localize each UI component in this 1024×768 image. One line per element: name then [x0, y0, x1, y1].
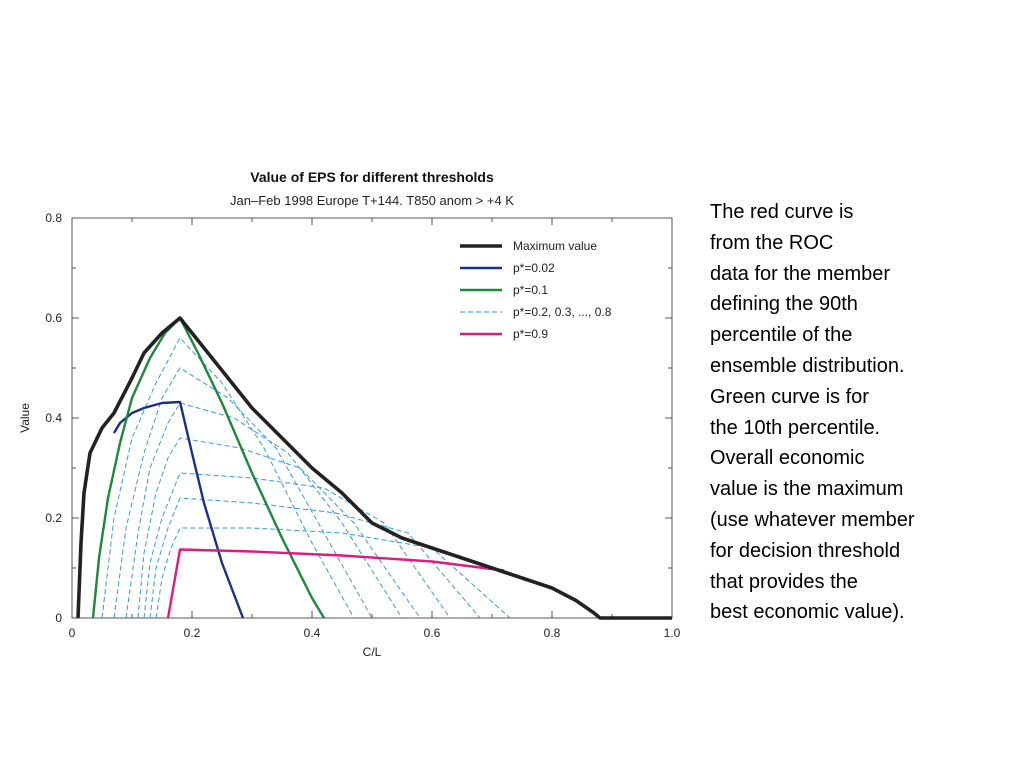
x-tick-label: 0.8 [544, 626, 561, 640]
note-line: value is the maximum [710, 478, 904, 501]
y-tick-label: 0.4 [45, 411, 62, 425]
series-line-maximum-value [76, 316, 672, 620]
series-line-p-0-2-0-3-0-8 [125, 402, 403, 619]
legend-label: p*=0.1 [513, 283, 548, 297]
value-chart: Value of EPS for different thresholds Ja… [18, 169, 681, 659]
x-tick-label: 0.2 [184, 626, 201, 640]
x-tick-label: 0.6 [424, 626, 441, 640]
x-tick-label: 0.4 [304, 626, 321, 640]
note-line: (use whatever member [710, 508, 915, 531]
chart-title: Value of EPS for different thresholds [250, 169, 494, 185]
y-tick-label: 0.8 [45, 211, 62, 225]
series-line-p-0-2-0-3-0-8 [149, 497, 481, 619]
legend-label: p*=0.9 [513, 327, 548, 341]
note-line: ensemble distribution. [710, 354, 905, 377]
note-line: for decision threshold [710, 539, 901, 562]
series-line-p-0-2-0-3-0-8 [113, 367, 373, 619]
note-line: defining the 90th [710, 293, 858, 316]
series-line-p-0-2-0-3-0-8 [155, 527, 511, 619]
legend-label: p*=0.2, 0.3, ..., 0.8 [513, 305, 612, 319]
series-line-p-0-9 [166, 548, 505, 619]
plot-area: 0 0.2 0.4 0.6 0.8 1.0 0 0.2 0.4 0.6 0.8 Maximum val… [45, 211, 680, 640]
y-tick-label: 0.6 [45, 311, 62, 325]
note-line: from the ROC [710, 231, 834, 254]
note-line: The red curve is [710, 201, 854, 223]
y-axis-label: Value [18, 403, 32, 433]
note-line: percentile of the [710, 324, 853, 347]
chart-subtitle: Jan–Feb 1998 Europe T+144. T850 anom > +… [230, 193, 514, 208]
legend-label: p*=0.02 [513, 261, 555, 275]
note-line: the 10th percentile. [710, 416, 881, 439]
series-line-p-0-2-0-3-0-8 [137, 437, 421, 619]
explanation-note: The red curve is from the ROC data for t… [710, 197, 1010, 628]
series-line-p-0-1 [91, 316, 326, 619]
note-line: data for the member [710, 262, 891, 285]
x-tick-label: 0 [69, 626, 76, 640]
y-tick-label: 0 [55, 611, 62, 625]
legend-label: Maximum value [513, 239, 597, 253]
note-line: Green curve is for [710, 385, 869, 408]
x-axis-label: C/L [363, 645, 382, 659]
note-line: that provides the [710, 570, 858, 593]
series-line-p-0-2-0-3-0-8 [101, 337, 355, 619]
x-tick-label: 1.0 [664, 626, 681, 640]
series-line-p-0-2-0-3-0-8 [143, 472, 451, 619]
note-line: Overall economic [710, 447, 865, 470]
note-line: best economic value). [710, 601, 905, 624]
y-tick-label: 0.2 [45, 511, 62, 525]
